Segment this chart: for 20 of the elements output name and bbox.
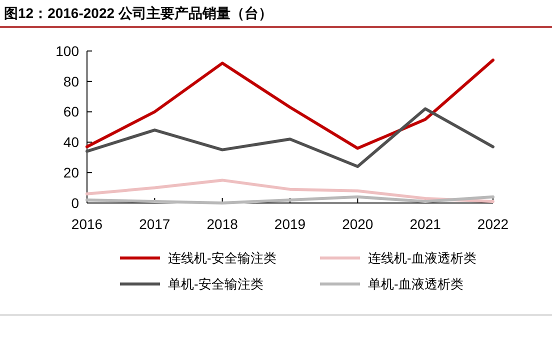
y-tick-label: 100 — [56, 42, 80, 59]
legend-label: 连线机-血液透析类 — [368, 250, 476, 266]
x-tick-label: 2020 — [342, 216, 374, 232]
legend-label: 连线机-安全输注类 — [168, 250, 276, 266]
y-tick-label: 20 — [63, 164, 80, 180]
x-tick-label: 2018 — [206, 216, 238, 232]
x-tick-label: 2021 — [410, 216, 442, 232]
x-tick-label: 2022 — [477, 216, 509, 232]
legend-label: 单机-安全输注类 — [168, 276, 264, 292]
chart-title: 图12：2016-2022 公司主要产品销量（台） — [4, 5, 272, 21]
x-tick-label: 2016 — [71, 216, 103, 232]
line-series — [86, 58, 494, 150]
y-tick-label: 0 — [71, 194, 80, 211]
y-tick-label: 80 — [63, 73, 80, 90]
legend-label: 单机-血液透析类 — [368, 276, 464, 292]
y-tick-label: 40 — [63, 134, 80, 150]
y-tick-label: 60 — [63, 104, 80, 120]
x-tick-label: 2017 — [139, 216, 170, 232]
line-series — [86, 107, 494, 168]
x-tick-label: 2019 — [274, 216, 306, 232]
